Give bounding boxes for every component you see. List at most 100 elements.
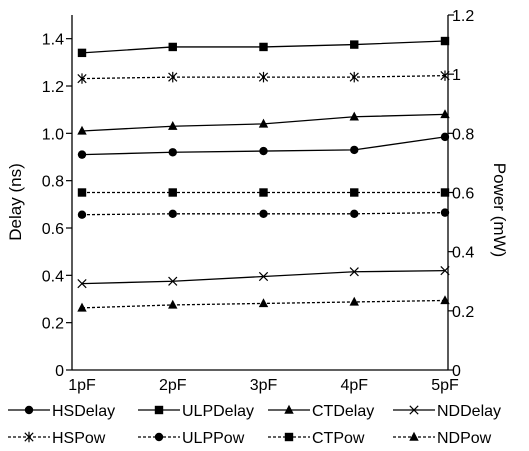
point-ndpow [440, 295, 450, 305]
point-hspow [258, 71, 269, 83]
point-hsdelay [77, 150, 87, 159]
point-ulpdelay [350, 40, 359, 49]
series-nddelay [77, 265, 450, 289]
point-nddelay [258, 271, 269, 282]
point-nddelay [440, 265, 450, 276]
series-layer [77, 36, 450, 312]
x-tick-label: 3pF [250, 377, 278, 394]
x-tick-label: 5pF [431, 377, 459, 394]
legend-swatch-marker [24, 405, 34, 415]
legend-label: ULPPow [182, 430, 245, 447]
point-ulpdelay [440, 36, 450, 46]
point-ulppow [77, 210, 87, 219]
left-axis-title: Delay (ns) [6, 163, 25, 240]
point-hsdelay [259, 146, 268, 156]
point-ctpow [440, 188, 450, 197]
point-ulppow [259, 209, 268, 218]
legend-item-ulpdelay: ULPDelay [138, 403, 254, 420]
legend: HSDelay ULPDelay CTDelay NDDelay HSPow ULPPow… [8, 403, 501, 447]
legend-item-ctdelay: CTDelay [268, 403, 374, 420]
point-ndpow [258, 298, 269, 308]
point-ctdelay [258, 118, 269, 128]
point-ctdelay [440, 109, 450, 119]
legend-item-hspow: HSPow [8, 430, 106, 447]
legend-swatch-marker [284, 404, 294, 414]
point-nddelay [77, 278, 87, 289]
series-hspow [77, 70, 450, 84]
series-hsdelay [77, 132, 450, 159]
legend-item-nddelay: NDDelay [393, 403, 501, 420]
left-tick-label: 1.4 [42, 32, 64, 49]
right-tick-label: 0.6 [452, 186, 474, 203]
point-ctpow [350, 188, 359, 197]
right-axis-title: Power (mW) [490, 163, 509, 257]
point-hspow [349, 71, 359, 83]
left-tick-label: 1.2 [42, 79, 64, 96]
x-tick-label: 2pF [159, 377, 187, 394]
left-tick-label: 0.8 [42, 174, 64, 191]
point-ndpow [168, 299, 178, 309]
legend-label: CTDelay [312, 403, 374, 420]
legend-swatch-marker [154, 432, 164, 442]
legend-swatch-marker [409, 405, 419, 415]
point-ndpow [349, 296, 359, 306]
point-ctdelay [349, 111, 359, 121]
legend-label: NDPow [437, 430, 492, 447]
series-ulpdelay [77, 36, 450, 58]
point-ulpdelay [168, 42, 177, 52]
legend-swatch-marker [409, 431, 419, 441]
left-tick-label: 0 [55, 363, 64, 380]
left-tick-label: 1.0 [42, 126, 64, 143]
legend-swatch-marker [24, 431, 34, 443]
point-hspow [168, 71, 178, 83]
legend-item-hsdelay: HSDelay [8, 403, 115, 420]
point-ctpow [168, 188, 177, 197]
point-nddelay [168, 276, 178, 286]
point-ndpow [77, 302, 87, 312]
right-tick-label: 0 [452, 363, 461, 380]
legend-label: HSPow [52, 430, 106, 447]
point-ctpow [259, 188, 268, 197]
point-ulppow [168, 209, 177, 218]
point-ulpdelay [259, 42, 268, 52]
series-ctdelay [77, 109, 450, 135]
point-hsdelay [350, 145, 359, 155]
right-ticks: 0 0.2 0.4 0.6 0.8 1 1.2 [448, 8, 474, 380]
point-hspow [77, 73, 87, 84]
right-tick-label: 0.4 [452, 245, 474, 262]
left-tick-label: 0.4 [42, 268, 64, 285]
point-ulppow [440, 208, 450, 217]
left-ticks: 0 0.2 0.4 0.6 0.8 1.0 1.2 1.4 [42, 32, 72, 380]
legend-label: CTPow [312, 430, 365, 447]
series-ulppow [77, 208, 450, 219]
x-tick-label: 4pF [340, 377, 368, 394]
legend-label: HSDelay [52, 403, 115, 420]
point-hspow [440, 70, 450, 81]
series-ndpow [77, 295, 450, 312]
point-ctdelay [168, 121, 178, 130]
point-hsdelay [168, 148, 177, 157]
legend-label: ULPDelay [182, 403, 254, 420]
legend-label: NDDelay [437, 403, 501, 420]
x-tick-label: 1pF [68, 377, 96, 394]
point-ctpow [77, 188, 87, 197]
right-tick-label: 1.2 [452, 8, 474, 25]
right-tick-label: 1 [452, 67, 461, 84]
point-ctdelay [77, 125, 87, 135]
legend-item-ulppow: ULPPow [138, 430, 245, 447]
left-tick-label: 0.6 [42, 221, 64, 238]
right-tick-label: 0.8 [452, 126, 474, 143]
point-hsdelay [440, 132, 450, 142]
right-tick-label: 0.2 [452, 304, 474, 321]
legend-swatch-marker [154, 405, 164, 415]
point-ulpdelay [77, 48, 87, 58]
legend-item-ctpow: CTPow [268, 430, 365, 447]
x-ticks: 1pF 2pF 3pF 4pF 5pF [68, 377, 459, 394]
point-ulppow [350, 209, 359, 218]
left-tick-label: 0.2 [42, 316, 64, 333]
legend-item-ndpow: NDPow [393, 430, 492, 447]
series-ctpow [77, 188, 450, 197]
point-nddelay [349, 267, 359, 277]
legend-swatch-marker [284, 432, 294, 442]
